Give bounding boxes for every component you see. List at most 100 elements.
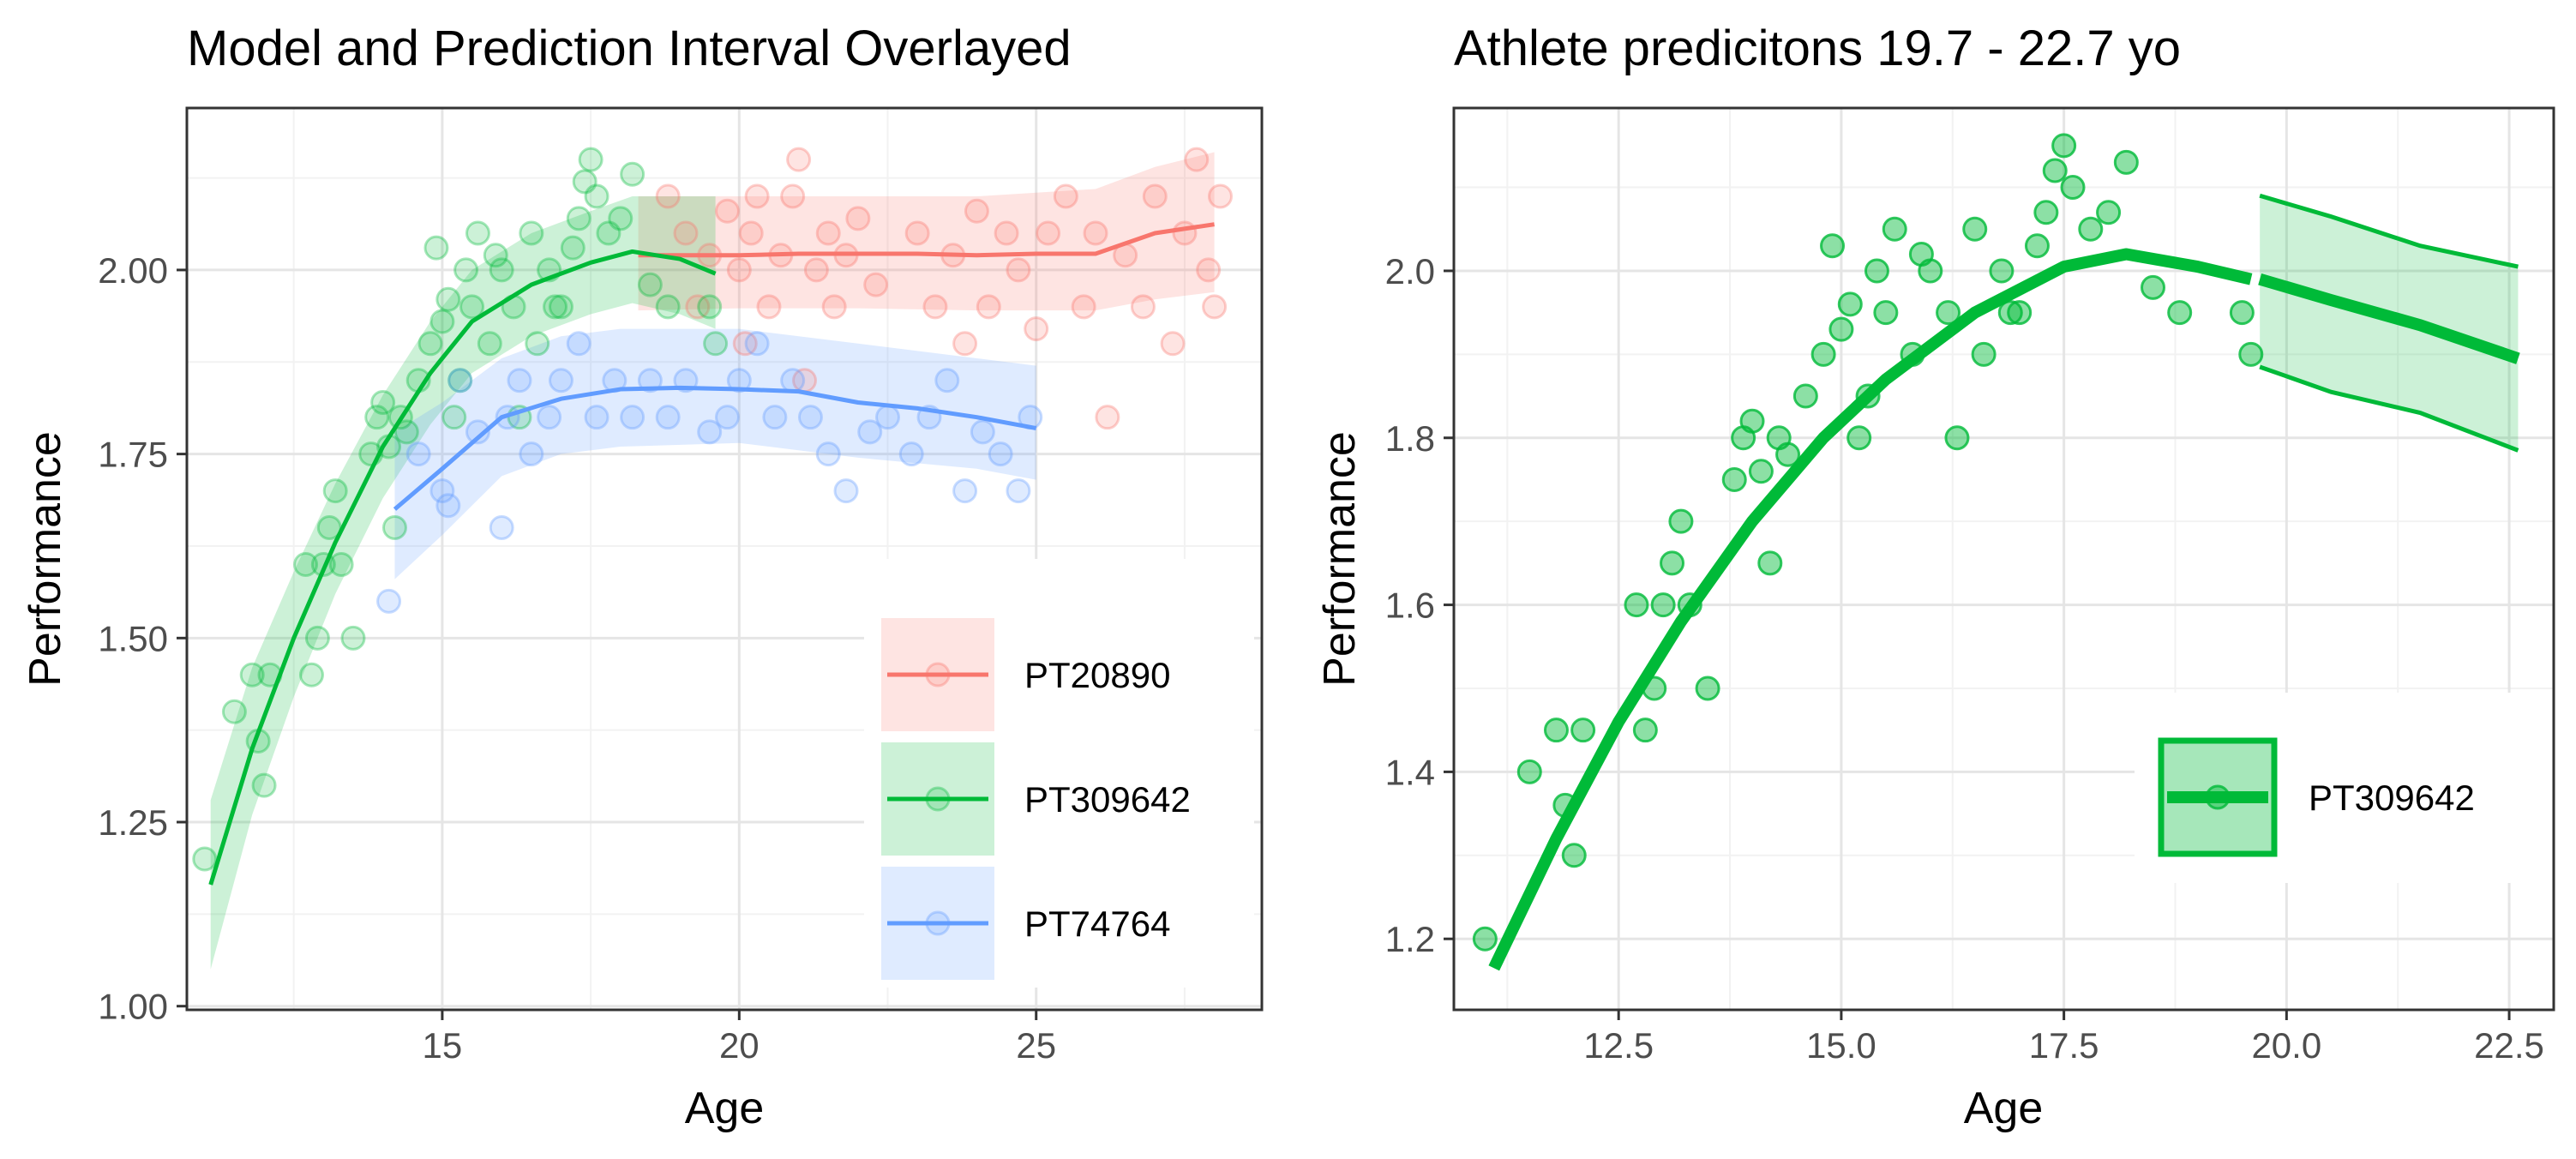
data-point [519,220,544,246]
data-point [845,206,871,231]
data-point [1944,425,1970,451]
data-point [483,243,508,268]
prediction-upper-line [2259,193,2519,269]
data-point [922,294,948,320]
data-point [584,183,609,209]
data-point [584,405,609,430]
prediction-line [2258,273,2520,364]
data-point [934,368,960,393]
data-point [322,478,348,504]
data-point [815,220,841,246]
data-point [221,699,247,724]
data-point [2007,300,2033,326]
data-point [465,220,490,246]
data-point [786,147,812,172]
data-point [1130,294,1156,320]
data-point [863,272,889,297]
legend-key [881,742,994,856]
data-point [1997,300,2023,326]
data-point [1668,508,1694,534]
right-x-ticks: 12.5 15.0 17.5 20.0 22.5 [1583,1010,2544,1066]
y-tick-label: 2.0 [1385,251,1435,291]
data-point [685,294,711,320]
data-point [459,294,485,320]
legend-key [881,618,994,731]
data-point [465,419,490,445]
x-tick-label: 25 [1016,1025,1056,1066]
left-lines [208,222,1215,886]
right-bands [2260,195,2519,451]
data-point [447,368,473,393]
data-point [2033,200,2059,225]
data-point [714,405,740,430]
data-point [1570,718,1596,743]
data-point [239,662,265,688]
data-point [560,235,585,261]
data-point [304,625,330,651]
x-tick-label: 22.5 [2474,1025,2544,1066]
data-point [714,198,740,224]
data-point [1472,926,1498,952]
model-fit-line [393,385,1037,511]
data-point [1184,147,1210,172]
data-point [1828,316,1854,342]
data-point [525,331,550,357]
left-x-axis-label: Age [685,1084,765,1133]
data-point [655,294,681,320]
data-point [655,405,681,430]
y-tick-label: 1.8 [1385,418,1435,459]
right-legend: PT309642 [2135,693,2555,883]
y-tick-label: 1.6 [1385,586,1435,626]
data-point [762,405,788,430]
data-point [821,294,847,320]
data-point [2238,341,2264,367]
data-point [1142,183,1168,209]
data-point [1172,220,1198,246]
data-point [726,257,752,283]
y-tick-label: 1.50 [98,618,168,658]
data-point [608,206,633,231]
data-point [655,183,681,209]
data-point [566,206,591,231]
data-point [2167,300,2193,326]
y-tick-label: 1.00 [98,987,168,1027]
prediction-band [210,196,716,970]
data-point [1083,220,1108,246]
data-point [976,294,1001,320]
left-chart-title: Model and Prediction Interval Overlayed [187,21,1072,76]
legend-key [881,867,994,980]
data-point [537,405,562,430]
data-point [857,419,883,445]
data-point [780,368,806,393]
data-point [620,161,646,187]
y-tick-label: 2.00 [98,250,168,291]
data-point [898,441,924,467]
data-point [1053,183,1078,209]
data-point [477,331,502,357]
data-point [2141,274,2166,300]
data-point [637,368,663,393]
data-point [1864,258,1889,284]
data-point [1202,294,1228,320]
data-point [548,294,573,320]
data-point [1632,718,1658,743]
data-point [435,493,461,519]
prediction-band [394,328,1036,580]
right-lines [1488,193,2520,971]
data-point [405,441,431,467]
left-y-axis-label: Performance [21,431,70,687]
data-point [1561,843,1587,868]
data-point [833,478,859,504]
data-point [578,147,603,172]
data-point [1757,550,1783,576]
legend-label: PT74764 [1024,904,1170,944]
data-point [1036,220,1061,246]
left-legend: PT20890 PT309642 PT74764 [864,559,1254,988]
legend-label: PT20890 [1024,655,1170,695]
data-point [1936,300,1961,326]
data-point [429,478,455,504]
left-panel-border [185,106,1264,1012]
data-point [489,515,514,541]
data-point [952,331,978,357]
data-point [1650,592,1676,618]
